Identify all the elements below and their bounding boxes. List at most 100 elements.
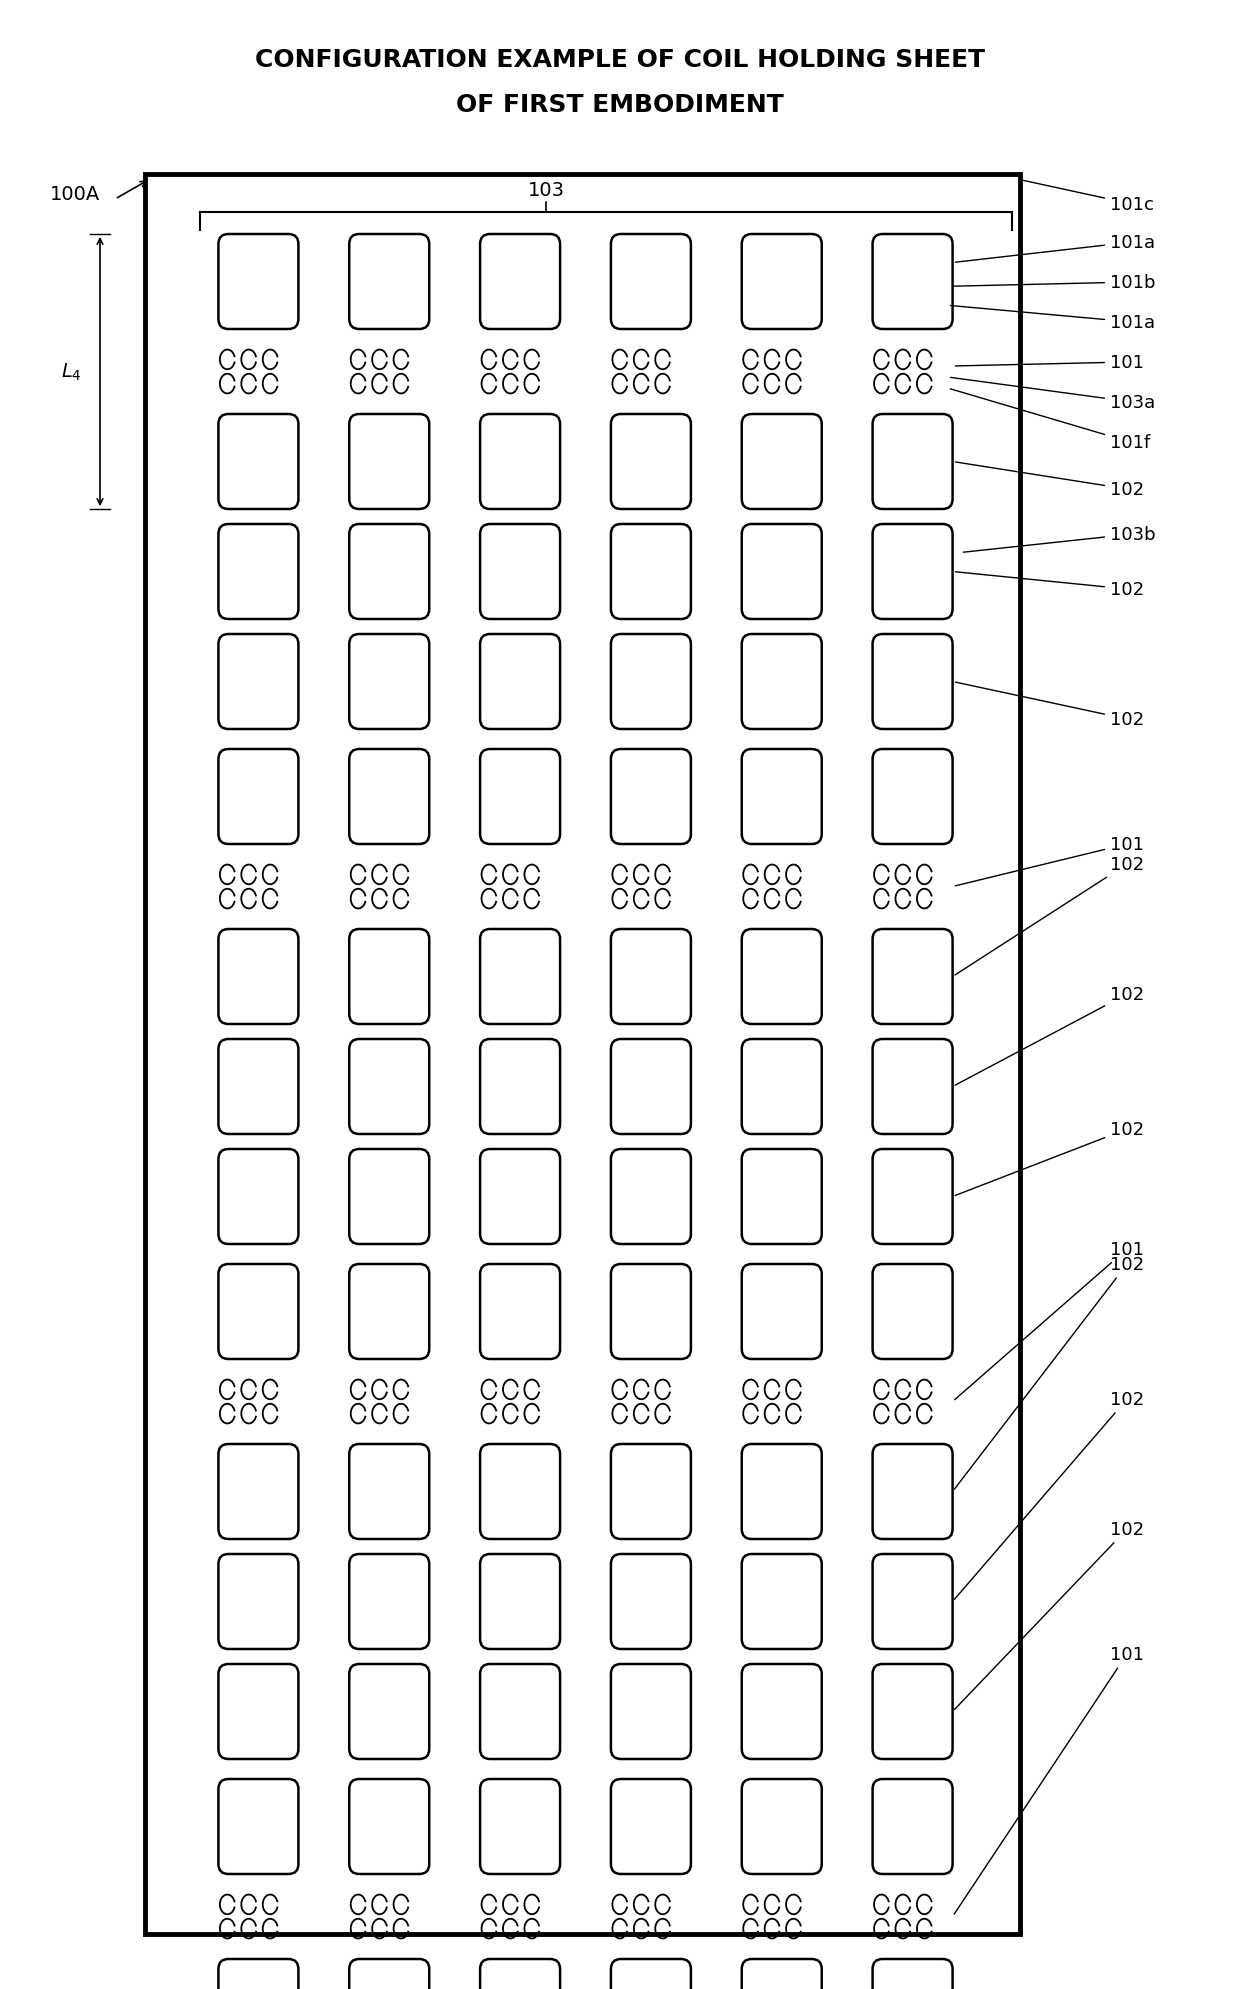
FancyBboxPatch shape xyxy=(350,1150,429,1245)
FancyBboxPatch shape xyxy=(742,634,822,730)
FancyBboxPatch shape xyxy=(350,416,429,509)
FancyBboxPatch shape xyxy=(218,1040,299,1134)
FancyBboxPatch shape xyxy=(611,1665,691,1758)
Text: 102: 102 xyxy=(955,985,1145,1086)
FancyBboxPatch shape xyxy=(218,1959,299,1989)
Text: 100A: 100A xyxy=(50,185,100,205)
FancyBboxPatch shape xyxy=(742,929,822,1024)
Text: 101b: 101b xyxy=(954,274,1156,292)
FancyBboxPatch shape xyxy=(218,929,299,1024)
FancyBboxPatch shape xyxy=(218,1444,299,1539)
FancyBboxPatch shape xyxy=(611,1265,691,1358)
FancyBboxPatch shape xyxy=(480,525,560,621)
FancyBboxPatch shape xyxy=(873,1665,952,1758)
FancyBboxPatch shape xyxy=(873,235,952,330)
FancyBboxPatch shape xyxy=(742,1665,822,1758)
FancyBboxPatch shape xyxy=(611,1959,691,1989)
FancyBboxPatch shape xyxy=(611,929,691,1024)
FancyBboxPatch shape xyxy=(480,1778,560,1874)
FancyBboxPatch shape xyxy=(218,235,299,330)
FancyBboxPatch shape xyxy=(742,235,822,330)
FancyBboxPatch shape xyxy=(742,1040,822,1134)
FancyBboxPatch shape xyxy=(218,1553,299,1649)
FancyBboxPatch shape xyxy=(350,1265,429,1358)
FancyBboxPatch shape xyxy=(350,525,429,621)
FancyBboxPatch shape xyxy=(350,929,429,1024)
FancyBboxPatch shape xyxy=(218,1778,299,1874)
Text: 101f: 101f xyxy=(950,390,1151,452)
Text: 103a: 103a xyxy=(950,378,1156,412)
Text: 101: 101 xyxy=(955,835,1145,887)
Text: $L_4$: $L_4$ xyxy=(61,362,82,384)
Text: 103: 103 xyxy=(527,181,564,201)
FancyBboxPatch shape xyxy=(611,416,691,509)
Text: 102: 102 xyxy=(955,463,1145,499)
FancyBboxPatch shape xyxy=(611,235,691,330)
FancyBboxPatch shape xyxy=(873,525,952,621)
FancyBboxPatch shape xyxy=(873,634,952,730)
FancyBboxPatch shape xyxy=(218,1665,299,1758)
FancyBboxPatch shape xyxy=(873,416,952,509)
Text: 102: 102 xyxy=(955,1390,1145,1599)
FancyBboxPatch shape xyxy=(611,1150,691,1245)
Text: 102: 102 xyxy=(955,682,1145,728)
FancyBboxPatch shape xyxy=(873,1150,952,1245)
Text: 101: 101 xyxy=(954,1645,1145,1913)
Text: 101a: 101a xyxy=(950,306,1156,332)
FancyBboxPatch shape xyxy=(873,1444,952,1539)
Text: 101: 101 xyxy=(955,354,1145,372)
Text: OF FIRST EMBODIMENT: OF FIRST EMBODIMENT xyxy=(456,93,784,117)
Text: CONFIGURATION EXAMPLE OF COIL HOLDING SHEET: CONFIGURATION EXAMPLE OF COIL HOLDING SH… xyxy=(255,48,985,72)
Text: 101a: 101a xyxy=(955,235,1156,263)
Text: 101: 101 xyxy=(955,1241,1145,1400)
Text: 102: 102 xyxy=(955,573,1145,599)
FancyBboxPatch shape xyxy=(480,1553,560,1649)
FancyBboxPatch shape xyxy=(873,1778,952,1874)
FancyBboxPatch shape xyxy=(611,750,691,845)
FancyBboxPatch shape xyxy=(611,1553,691,1649)
FancyBboxPatch shape xyxy=(742,1444,822,1539)
Text: 102: 102 xyxy=(955,1120,1145,1195)
Text: 103b: 103b xyxy=(963,525,1156,553)
Text: 102: 102 xyxy=(955,1255,1145,1490)
FancyBboxPatch shape xyxy=(480,235,560,330)
FancyBboxPatch shape xyxy=(480,1150,560,1245)
FancyBboxPatch shape xyxy=(873,1040,952,1134)
FancyBboxPatch shape xyxy=(350,1040,429,1134)
FancyBboxPatch shape xyxy=(480,634,560,730)
FancyBboxPatch shape xyxy=(742,1778,822,1874)
FancyBboxPatch shape xyxy=(350,1444,429,1539)
FancyBboxPatch shape xyxy=(480,929,560,1024)
FancyBboxPatch shape xyxy=(350,1778,429,1874)
FancyBboxPatch shape xyxy=(873,1959,952,1989)
FancyBboxPatch shape xyxy=(480,750,560,845)
FancyBboxPatch shape xyxy=(742,416,822,509)
FancyBboxPatch shape xyxy=(350,1553,429,1649)
FancyBboxPatch shape xyxy=(742,1553,822,1649)
FancyBboxPatch shape xyxy=(742,750,822,845)
FancyBboxPatch shape xyxy=(742,1265,822,1358)
FancyBboxPatch shape xyxy=(480,1665,560,1758)
Text: 102: 102 xyxy=(955,855,1145,975)
FancyBboxPatch shape xyxy=(480,1444,560,1539)
FancyBboxPatch shape xyxy=(873,1553,952,1649)
FancyBboxPatch shape xyxy=(873,750,952,845)
FancyBboxPatch shape xyxy=(480,1265,560,1358)
FancyBboxPatch shape xyxy=(350,235,429,330)
FancyBboxPatch shape xyxy=(742,1959,822,1989)
FancyBboxPatch shape xyxy=(742,1150,822,1245)
FancyBboxPatch shape xyxy=(350,750,429,845)
FancyBboxPatch shape xyxy=(873,1265,952,1358)
FancyBboxPatch shape xyxy=(480,416,560,509)
FancyBboxPatch shape xyxy=(480,1040,560,1134)
FancyBboxPatch shape xyxy=(218,525,299,621)
FancyBboxPatch shape xyxy=(218,1150,299,1245)
FancyBboxPatch shape xyxy=(611,1040,691,1134)
FancyBboxPatch shape xyxy=(873,929,952,1024)
Bar xyxy=(145,175,1021,1933)
FancyBboxPatch shape xyxy=(611,1778,691,1874)
FancyBboxPatch shape xyxy=(350,1959,429,1989)
FancyBboxPatch shape xyxy=(218,1265,299,1358)
Text: 101c: 101c xyxy=(1019,181,1154,215)
FancyBboxPatch shape xyxy=(480,1959,560,1989)
